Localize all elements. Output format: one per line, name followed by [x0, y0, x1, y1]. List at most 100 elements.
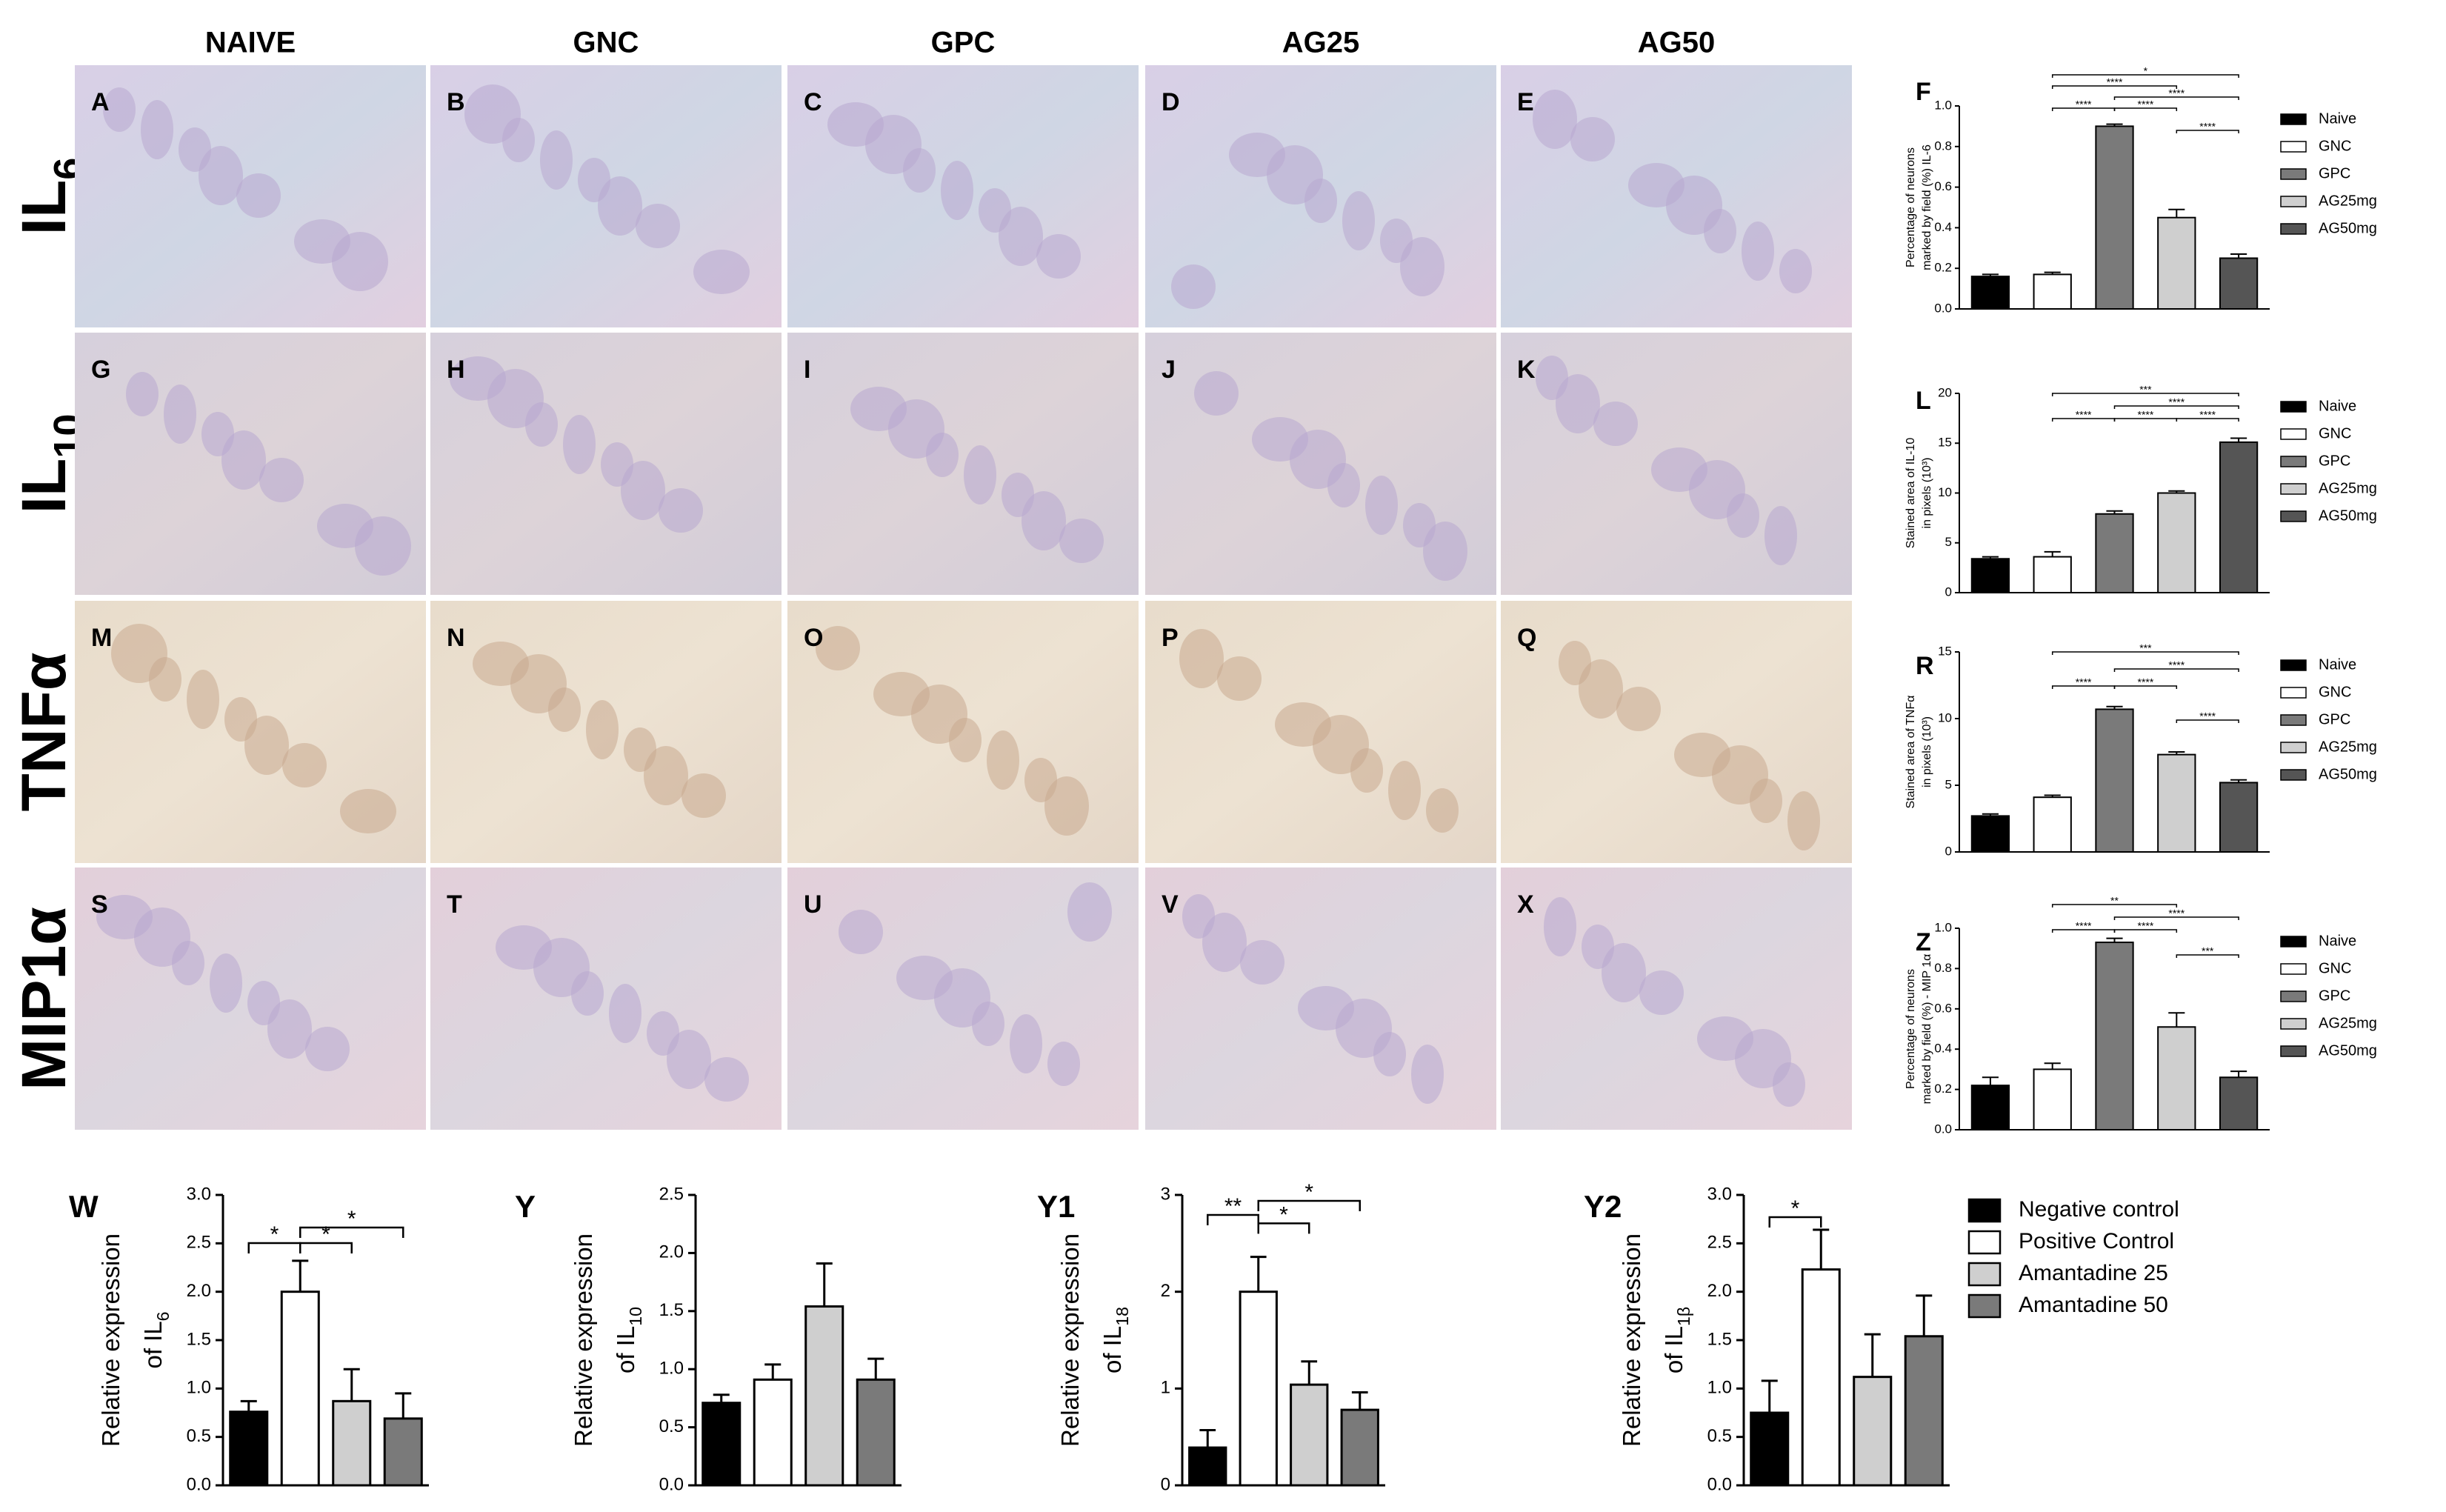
cell	[267, 999, 312, 1059]
y-axis-label: Percentage of neurons	[1905, 147, 1917, 267]
legend-swatch	[2280, 168, 2307, 180]
cell	[332, 232, 388, 291]
y-tick-label: 1.5	[187, 1329, 211, 1349]
y-axis-label: in pixels (10³)	[1921, 716, 1933, 787]
error-bar	[867, 1357, 884, 1380]
bar	[332, 1399, 372, 1487]
cell	[464, 84, 521, 144]
panel-label: F	[1916, 78, 1931, 106]
panel-letter: P	[1162, 624, 1179, 652]
bar	[2033, 1068, 2072, 1131]
y-tick-label: 5	[1945, 535, 1952, 549]
y-axis-label-sub: 18	[1113, 1307, 1132, 1326]
cell	[1787, 791, 1820, 850]
cell	[1764, 506, 1797, 565]
cell	[1559, 641, 1591, 685]
column-header: GNC	[573, 27, 639, 59]
y-tick-label: 0.2	[1934, 1082, 1952, 1096]
y-tick-label: 2.0	[187, 1281, 211, 1301]
cell	[1742, 222, 1774, 281]
error-bar	[1301, 1360, 1318, 1385]
error-bar	[2044, 1062, 2061, 1070]
cell	[533, 938, 590, 997]
y-tick-label: 1.0	[1934, 920, 1952, 934]
significance-label: **	[1224, 1194, 1242, 1219]
significance-label: *	[1791, 1196, 1800, 1221]
bar	[2219, 1076, 2259, 1131]
panel-label: R	[1916, 652, 1934, 680]
bar	[1239, 1290, 1278, 1487]
cell	[164, 384, 196, 444]
significance-bracket	[1257, 1222, 1310, 1234]
cell	[1570, 117, 1615, 161]
y-tick-label: 0.8	[1934, 139, 1952, 153]
legend-label: GNC	[2319, 960, 2351, 976]
cell	[1582, 925, 1614, 969]
significance-label: ****	[2168, 907, 2185, 919]
legend-label: AG50mg	[2319, 220, 2377, 236]
cell	[340, 789, 396, 833]
cell	[187, 670, 219, 729]
cell	[510, 654, 567, 713]
y-axis-label-sub: 6	[153, 1311, 173, 1321]
significance-label: ****	[2199, 409, 2216, 421]
y-axis-label-text: of IL	[1660, 1326, 1687, 1373]
bar	[383, 1417, 423, 1487]
panel-label: Z	[1916, 928, 1931, 956]
legend-label: GNC	[2319, 425, 2351, 442]
y-tick-label: 0.6	[1934, 179, 1952, 193]
y-axis-label-text: Stained area of TNFα	[1905, 695, 1917, 808]
cell	[693, 250, 750, 294]
significance-bracket	[2051, 85, 2178, 89]
y-axis-label-text: in pixels (10³)	[1921, 457, 1933, 528]
y-axis-label: of IL1β	[1660, 1307, 1693, 1373]
bar	[2157, 753, 2196, 853]
significance-bracket	[2051, 393, 2239, 396]
y-tick-label: 3	[1161, 1184, 1170, 1204]
legend-label: GNC	[2319, 684, 2351, 700]
significance-label: ****	[2138, 920, 2154, 932]
y-tick-label: 1.5	[659, 1300, 684, 1320]
legend-swatch	[1967, 1262, 2002, 1287]
cell	[1217, 656, 1262, 701]
y-axis-label-text: Relative expression	[97, 1233, 124, 1447]
legend-label: AG25mg	[2319, 739, 2377, 755]
row-label-main: IL	[9, 180, 79, 236]
legend-label: Naive	[2319, 398, 2356, 414]
cell	[1022, 491, 1066, 550]
bar	[229, 1411, 269, 1487]
y-axis-label: Relative expression	[1056, 1233, 1084, 1447]
significance-label: ****	[2076, 920, 2092, 932]
significance-label: *	[321, 1222, 330, 1247]
y-tick-label: 1	[1161, 1378, 1170, 1398]
column-header: GPC	[931, 27, 996, 59]
y-tick-label: 2.5	[187, 1233, 211, 1253]
panel-letter: I	[804, 356, 810, 384]
bar	[2033, 556, 2072, 594]
cell	[586, 700, 619, 759]
y-tick-label: 0.2	[1934, 261, 1952, 275]
panel-label: Y2	[1584, 1189, 1622, 1224]
significance-bracket	[2113, 96, 2239, 100]
significance-label: ****	[2076, 676, 2092, 688]
bar	[2033, 796, 2072, 853]
y-axis-label-text: Relative expression	[1618, 1233, 1645, 1447]
significance-label: ****	[2199, 710, 2216, 722]
error-bar	[2230, 1070, 2247, 1078]
cell	[134, 907, 190, 967]
legend-swatch	[2280, 742, 2307, 753]
error-bar	[764, 1363, 782, 1380]
cell	[1202, 913, 1247, 972]
y-tick-label: 3.0	[1707, 1184, 1732, 1204]
legend-swatch	[1967, 1230, 2002, 1255]
y-tick-label: 3.0	[187, 1184, 211, 1204]
column-header: NAIVE	[205, 27, 296, 59]
cell	[282, 743, 327, 787]
legend-label: GPC	[2319, 711, 2350, 727]
y-tick-label: 0.0	[1707, 1474, 1732, 1494]
cell	[1400, 237, 1444, 296]
y-tick-label: 2	[1161, 1281, 1170, 1301]
row-label-main: MIP1α	[9, 907, 79, 1090]
y-axis-label: of IL18	[1099, 1307, 1132, 1373]
cell	[1342, 191, 1375, 250]
